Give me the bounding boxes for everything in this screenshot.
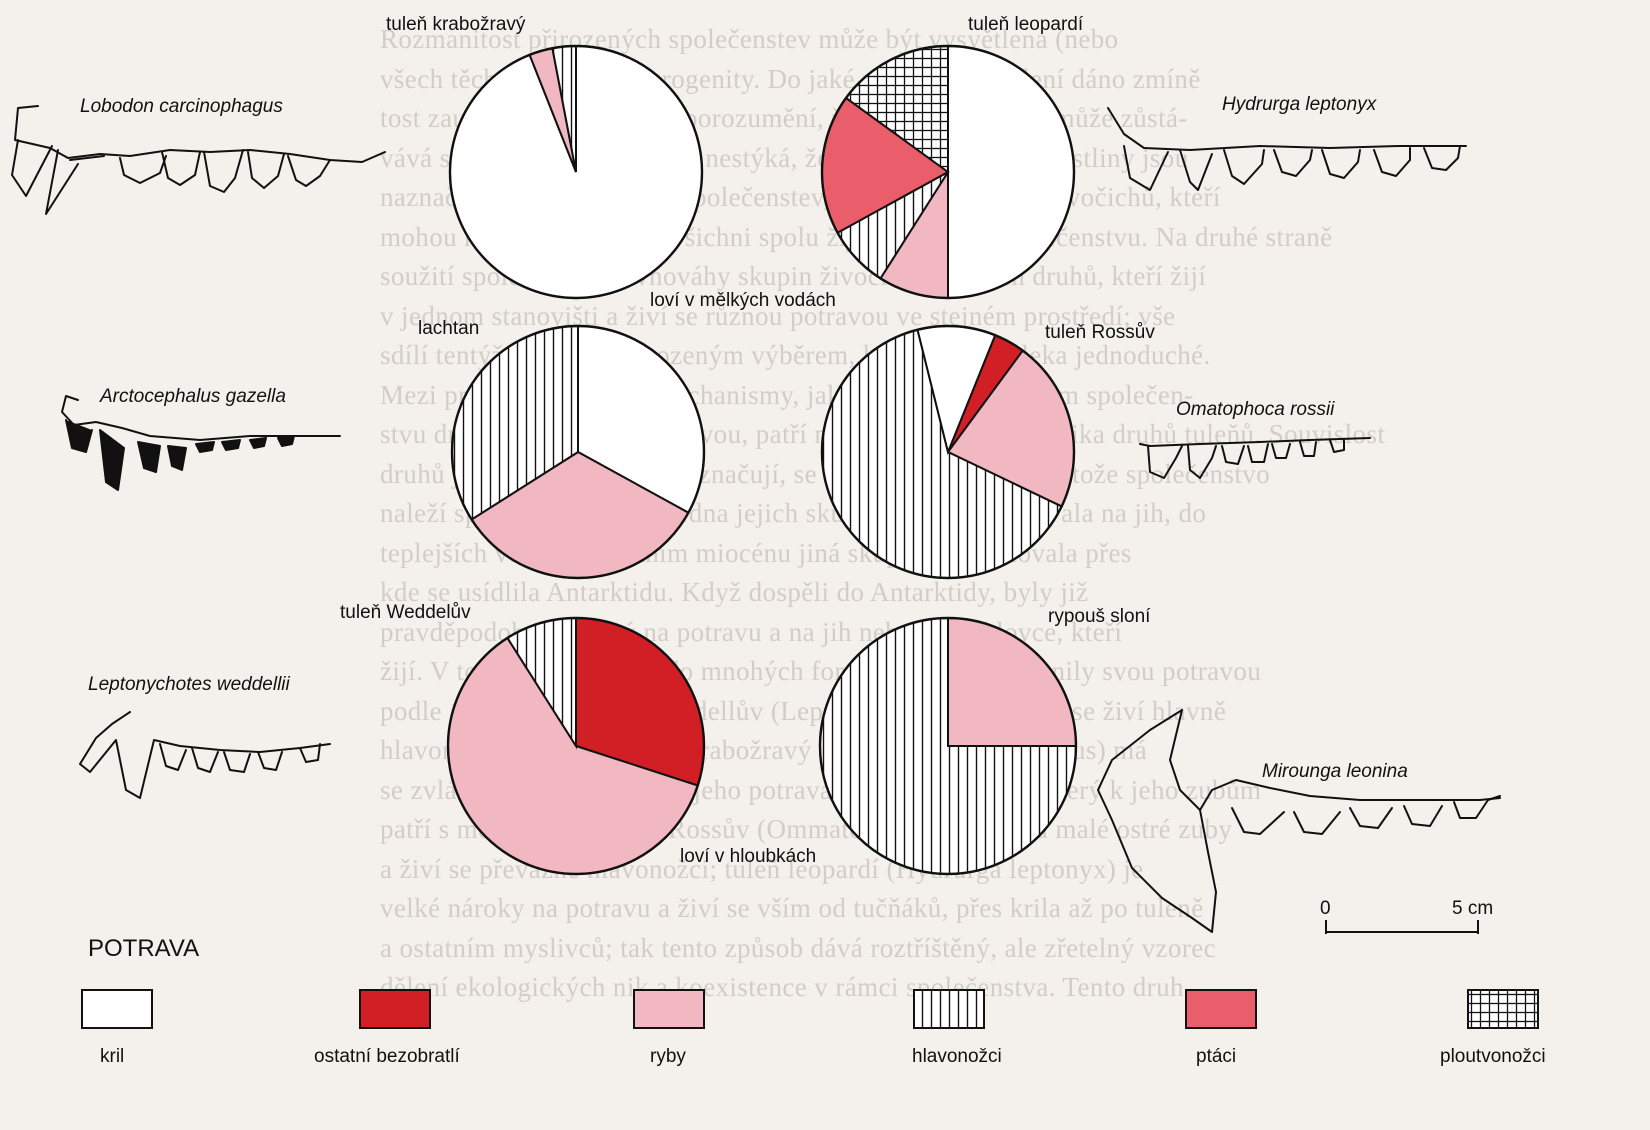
legend-swatch-hlavonozci [913,989,985,1029]
legend-label-ploutvonozci: ploutvonožci [1440,1046,1546,1067]
species-label-omatophoca: Omatophoca rossii [1176,399,1335,420]
jaw-drawing-mirounga [1097,709,1501,933]
background-text-line: Rozmanitost přirozených společenstev můž… [380,24,1119,54]
legend-title: POTRAVA [88,935,199,962]
background-text-line: a ostatním myslivců; tak tento způsob dá… [380,932,1216,963]
pie-outline [820,44,1076,300]
scale-bar-start: 0 [1320,898,1331,919]
legend-label-ptaci: ptáci [1196,1046,1236,1067]
pie-tulen-leopardi [820,44,1076,300]
pie-outline [446,616,706,876]
pie-slice-ryby [947,616,1078,747]
pie-tulen-weddeluv [446,616,706,876]
pie-outline [820,324,1076,580]
scale-bar: 0 5 cm [1320,898,1493,934]
pie-title-tulen-krabozravy: tuleň krabožravý [386,14,526,35]
jaw-drawing-omatophoca [1139,437,1371,479]
pie-rypous-sloni [818,616,1078,876]
pie-title-tulen-rossuv: tuleň Rossův [1045,322,1155,343]
jaw-drawing-arctocephalus [61,395,341,491]
legend-label-kril: kril [100,1046,124,1067]
pie-title-tulen-leopardi: tuleň leopardí [968,14,1084,35]
pie-slice-kril [947,44,1075,300]
jaw-drawing-hydrurga [1107,107,1467,191]
jaw-drawing-lobodon [11,105,386,215]
pie-title-lachtan: lachtan [418,318,479,339]
background-text-line: dělení ekologických nik a koexistence v … [380,972,1184,1002]
pie-outline [818,616,1078,876]
legend: POTRAVA kril ostatní bezobratlí ryby hlavon… [81,935,1546,1067]
pie-title-tulen-weddeluv: tuleň Weddelův [340,602,471,623]
species-label-hydrurga: Hydrurga leptonyx [1222,94,1378,115]
jaw-drawing-leptonychotes [79,711,331,799]
scale-bar-end: 5 cm [1452,898,1493,919]
pie-tulen-krabozravy [448,44,704,300]
species-label-arctocephalus: Arctocephalus gazella [99,386,286,407]
background-text-line: kde se usídlila Antarktidu. Když dospěli… [380,577,1089,607]
pie-outline [448,44,704,300]
species-label-mirounga: Mirounga leonina [1262,761,1408,782]
legend-label-ostatni_bezobratli: ostatní bezobratlí [314,1046,460,1067]
group-label-deep: loví v hloubkách [680,846,816,867]
legend-swatch-kril [81,989,153,1029]
background-text-line: velké nároky na potravu a živí se vším o… [380,893,1204,923]
legend-swatch-ryby [633,989,705,1029]
group-label-shallow: loví v mělkých vodách [650,290,836,311]
pie-title-rypous-sloni: rypouš sloní [1048,606,1151,627]
pie-tulen-rossuv [820,324,1076,580]
legend-swatch-ploutvonozci [1467,989,1539,1029]
species-label-lobodon: Lobodon carcinophagus [80,96,283,117]
background-text-line: v jednom stanovišti a živí se různou pot… [380,300,1176,331]
legend-label-hlavonozci: hlavonožci [912,1046,1002,1067]
legend-swatch-ostatni_bezobratli [359,989,431,1029]
legend-swatch-ptaci [1185,989,1257,1029]
pie-lachtan [450,324,706,580]
legend-label-ryby: ryby [650,1046,686,1067]
background-text-line: a živí se převážně hlavonožci; tuleň leo… [380,853,1144,884]
species-label-leptonychotes: Leptonychotes weddellii [88,674,291,695]
pie-outline [450,324,706,580]
